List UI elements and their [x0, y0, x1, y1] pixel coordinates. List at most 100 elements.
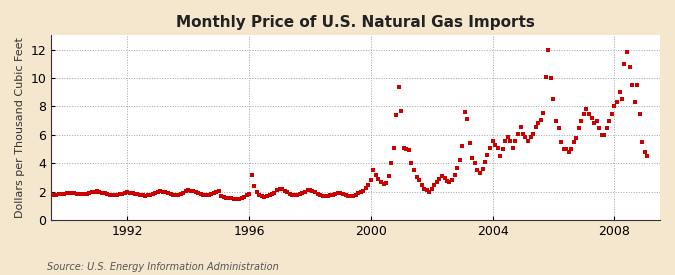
Point [431, 180, 442, 184]
Point [74, 192, 84, 196]
Point [411, 175, 422, 180]
Point [38, 192, 49, 197]
Point [626, 83, 637, 87]
Point [543, 47, 554, 52]
Point [495, 154, 506, 158]
Point [333, 191, 344, 195]
Point [383, 174, 394, 178]
Point [360, 186, 371, 190]
Y-axis label: Dollars per Thousand Cubic Feet: Dollars per Thousand Cubic Feet [15, 37, 25, 218]
Point [223, 196, 234, 200]
Point [335, 191, 346, 196]
Point [313, 191, 323, 196]
Point [124, 191, 135, 195]
Point [394, 84, 404, 89]
Point [464, 141, 475, 145]
Point [477, 167, 488, 171]
Point [441, 179, 452, 183]
Point [117, 191, 128, 196]
Point [381, 181, 392, 185]
Point [447, 178, 458, 183]
Point [508, 146, 518, 150]
Point [340, 193, 351, 197]
Point [277, 187, 288, 191]
Point [279, 188, 290, 193]
Point [284, 191, 295, 196]
Point [350, 192, 361, 197]
Point [213, 189, 224, 193]
Point [196, 192, 207, 196]
Point [421, 188, 432, 192]
Point [429, 182, 439, 187]
Point [596, 133, 607, 137]
Point [401, 147, 412, 151]
Point [219, 195, 230, 199]
Point [386, 161, 397, 166]
Point [525, 135, 536, 139]
Point [160, 190, 171, 194]
Point [53, 192, 64, 196]
Point [307, 188, 318, 193]
Point [408, 168, 419, 173]
Point [375, 180, 386, 185]
Point [365, 178, 376, 183]
Point [416, 182, 427, 187]
Point [203, 193, 214, 197]
Point [363, 182, 374, 187]
Point [76, 192, 87, 196]
Point [153, 190, 163, 194]
Point [99, 191, 110, 196]
Point [556, 140, 566, 144]
Point [315, 193, 325, 197]
Point [114, 192, 125, 197]
Point [603, 119, 614, 123]
Point [487, 138, 498, 143]
Point [554, 125, 564, 130]
Point [89, 189, 100, 194]
Point [352, 191, 363, 196]
Title: Monthly Price of U.S. Natural Gas Imports: Monthly Price of U.S. Natural Gas Import… [176, 15, 535, 30]
Point [287, 192, 298, 197]
Point [475, 171, 485, 175]
Point [51, 192, 62, 197]
Point [482, 153, 493, 157]
Point [612, 100, 622, 104]
Point [607, 111, 618, 116]
Point [571, 136, 582, 140]
Point [561, 147, 572, 151]
Point [457, 144, 468, 148]
Point [614, 90, 625, 94]
Point [472, 168, 483, 173]
Point [591, 119, 602, 123]
Point [274, 186, 285, 191]
Point [119, 191, 130, 195]
Point [147, 191, 158, 196]
Point [36, 192, 47, 197]
Point [531, 125, 541, 129]
Point [244, 192, 254, 196]
Point [142, 193, 153, 197]
Point [267, 192, 277, 196]
Point [462, 117, 472, 121]
Point [439, 176, 450, 180]
Point [320, 194, 331, 199]
Point [599, 133, 610, 137]
Point [61, 191, 72, 195]
Point [639, 150, 650, 154]
Point [304, 188, 315, 192]
Point [578, 111, 589, 116]
Point [145, 192, 156, 197]
Point [97, 191, 107, 195]
Point [140, 193, 151, 198]
Point [211, 190, 221, 194]
Point [84, 191, 95, 196]
Point [69, 191, 80, 195]
Point [66, 191, 77, 195]
Point [538, 111, 549, 115]
Point [33, 192, 44, 196]
Point [398, 145, 409, 150]
Point [619, 62, 630, 66]
Point [236, 196, 247, 200]
Point [269, 190, 279, 195]
Point [234, 197, 244, 201]
